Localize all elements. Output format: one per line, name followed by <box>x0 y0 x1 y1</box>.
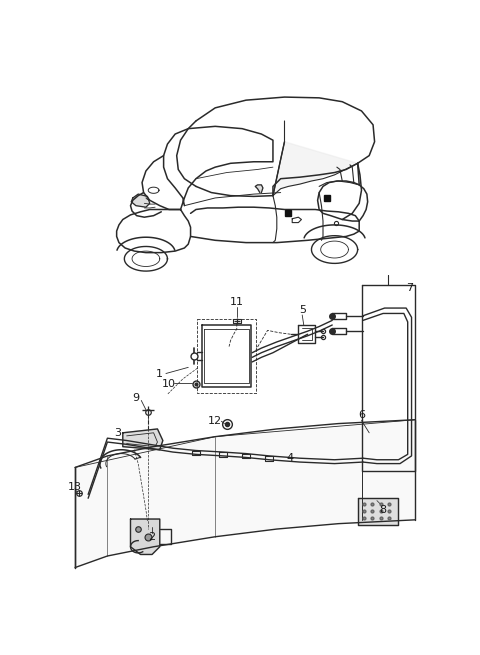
Text: 4: 4 <box>287 453 293 463</box>
Polygon shape <box>358 498 398 525</box>
Text: 11: 11 <box>230 297 244 307</box>
Polygon shape <box>131 519 160 555</box>
Text: 1: 1 <box>156 369 163 379</box>
Text: 5: 5 <box>299 305 306 314</box>
Text: 13: 13 <box>68 481 82 492</box>
Text: 12: 12 <box>208 416 222 426</box>
Polygon shape <box>273 141 358 196</box>
Polygon shape <box>131 194 150 207</box>
Text: 7: 7 <box>406 283 413 293</box>
Text: 3: 3 <box>114 428 121 438</box>
Text: 9: 9 <box>132 393 140 403</box>
Text: 2: 2 <box>148 532 156 542</box>
Text: 10: 10 <box>162 379 176 389</box>
Text: 6: 6 <box>358 410 365 420</box>
Polygon shape <box>75 420 415 567</box>
Text: 8: 8 <box>380 505 386 515</box>
Polygon shape <box>255 185 263 193</box>
Polygon shape <box>123 429 163 450</box>
